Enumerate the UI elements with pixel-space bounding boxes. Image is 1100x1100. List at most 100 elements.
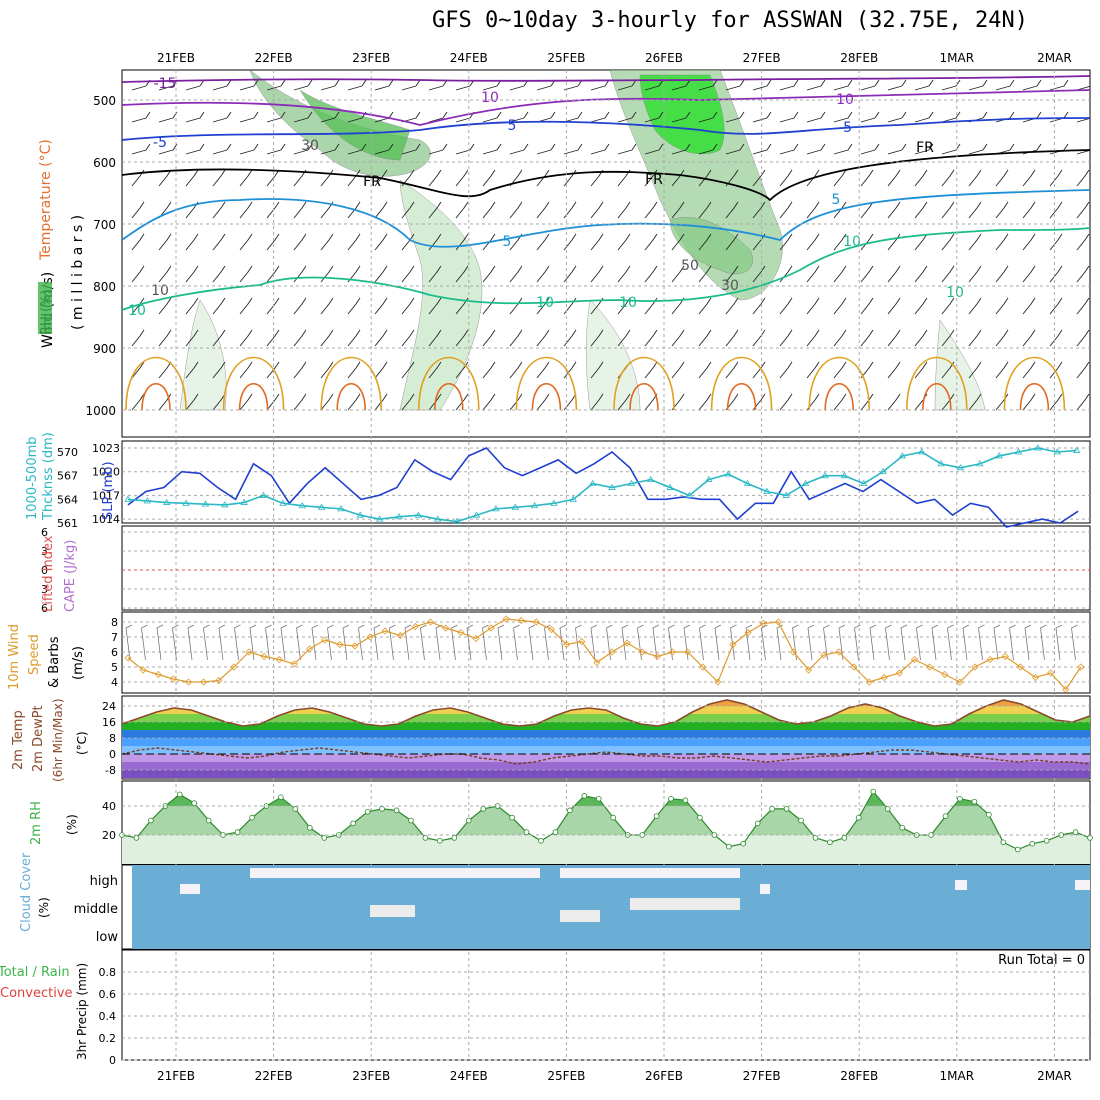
wind-barb <box>185 233 199 251</box>
wind-barb <box>752 143 772 155</box>
thickness-point <box>898 452 907 459</box>
wind-barb <box>995 361 1009 379</box>
surface-wind-barb <box>342 624 350 661</box>
rh2m-label: 2m RH <box>29 801 44 845</box>
wind-barb <box>401 79 421 91</box>
wind-barb <box>941 297 955 315</box>
rh2m-unit-label: (%) <box>65 814 79 835</box>
rh-point <box>292 806 299 812</box>
x-label-bottom: 21FEB <box>157 1069 195 1083</box>
isotherm-surface <box>531 382 562 411</box>
wind-barb <box>833 393 847 411</box>
wind-barb <box>266 233 280 251</box>
wind-barb <box>1022 201 1036 219</box>
wind-speed-point <box>759 619 767 628</box>
wind-barb <box>995 329 1009 347</box>
wind-barb <box>482 143 502 155</box>
surface-wind-barb <box>869 624 877 661</box>
wind-barb <box>401 169 415 187</box>
wind-barb <box>725 233 739 251</box>
surface-wind-barb <box>931 624 939 661</box>
contour-label: FR <box>916 140 934 156</box>
wind-barb <box>590 79 610 91</box>
wind-barb <box>698 361 712 379</box>
wind-barb <box>374 79 394 91</box>
wind10-label: 10m Wind <box>7 624 22 690</box>
wind-barb <box>590 361 604 379</box>
temp-band <box>122 770 1090 778</box>
surface-wind-barb <box>234 624 241 661</box>
li-tick: 3 <box>41 545 48 558</box>
surface-wind-barb <box>358 624 365 661</box>
wind-barb <box>887 265 901 283</box>
rh-point <box>798 817 804 824</box>
surface-wind-barb <box>1024 624 1032 661</box>
wind-barb <box>806 361 820 379</box>
cloud-gap <box>560 868 740 878</box>
x-label-top: 1MAR <box>940 51 975 65</box>
rh-point <box>393 807 400 814</box>
dewpt-label: 2m DewPt <box>31 705 46 772</box>
wind-barb <box>752 297 766 315</box>
temp-band <box>122 722 1090 730</box>
thickness-point <box>414 511 423 518</box>
wind-speed-point <box>487 624 495 632</box>
wind-barb <box>617 233 631 251</box>
wind-speed-point <box>517 616 525 625</box>
wind-barb <box>347 361 361 379</box>
wind-tick: 4 <box>111 676 118 689</box>
wind-barb <box>266 201 280 219</box>
contour-label: 10 <box>128 303 146 319</box>
wind-speed-point <box>820 651 828 659</box>
wind-barb <box>212 79 232 91</box>
wind-barb <box>1049 143 1069 155</box>
surface-wind-barb <box>404 624 412 661</box>
rh-point <box>682 797 689 803</box>
wind-barb <box>725 329 739 347</box>
wind-barb <box>158 111 178 123</box>
wind-barb <box>968 297 982 315</box>
wind-barb <box>995 169 1009 187</box>
surface-wind-barb <box>280 624 288 661</box>
isotherm-surface <box>434 382 464 411</box>
wind-speed-point <box>245 648 253 656</box>
wind-barb <box>293 111 313 123</box>
wind-barb <box>185 111 205 123</box>
wind-barb <box>644 329 658 347</box>
wind-barb <box>455 143 475 155</box>
wind-speed-point <box>426 618 435 626</box>
wind-speed-point <box>472 634 480 643</box>
precip-axis-label: 3hr Precip (mm) <box>75 963 89 1060</box>
wind-barb <box>482 297 496 315</box>
rh-point <box>870 788 877 795</box>
x-label-bottom: 2MAR <box>1037 1069 1072 1083</box>
wind-barb <box>1022 111 1042 123</box>
temp-tick: -8 <box>105 764 116 777</box>
wind-barb <box>428 233 442 251</box>
wind-barb <box>860 111 880 123</box>
surface-wind-barb <box>482 624 489 661</box>
thickness-point <box>550 499 558 506</box>
surface-wind-barb <box>544 624 551 661</box>
x-label-bottom: 22FEB <box>255 1069 293 1083</box>
wind-speed-point <box>850 663 858 671</box>
wind-speed-point <box>1016 663 1024 671</box>
wind-speed-point <box>593 658 601 667</box>
wind-barb <box>833 233 847 251</box>
wind-barb <box>185 393 199 411</box>
cloud-gap <box>180 884 200 894</box>
isotherm-surface <box>922 382 952 411</box>
wind-barb <box>509 297 523 315</box>
wind-speed-point <box>230 663 238 671</box>
wind-barb <box>914 79 934 91</box>
isotherm-line <box>122 117 1090 141</box>
isotherm-line <box>122 227 1090 311</box>
surface-wind-barb <box>668 624 675 661</box>
rh-shading <box>669 217 753 275</box>
wind-speed-point <box>124 654 132 662</box>
contour-label: -15 <box>154 76 177 92</box>
temp-band <box>122 754 1090 762</box>
x-label-bottom: 26FEB <box>645 1069 683 1083</box>
wind-speed-point <box>139 666 147 674</box>
surface-wind-barb <box>745 624 753 661</box>
